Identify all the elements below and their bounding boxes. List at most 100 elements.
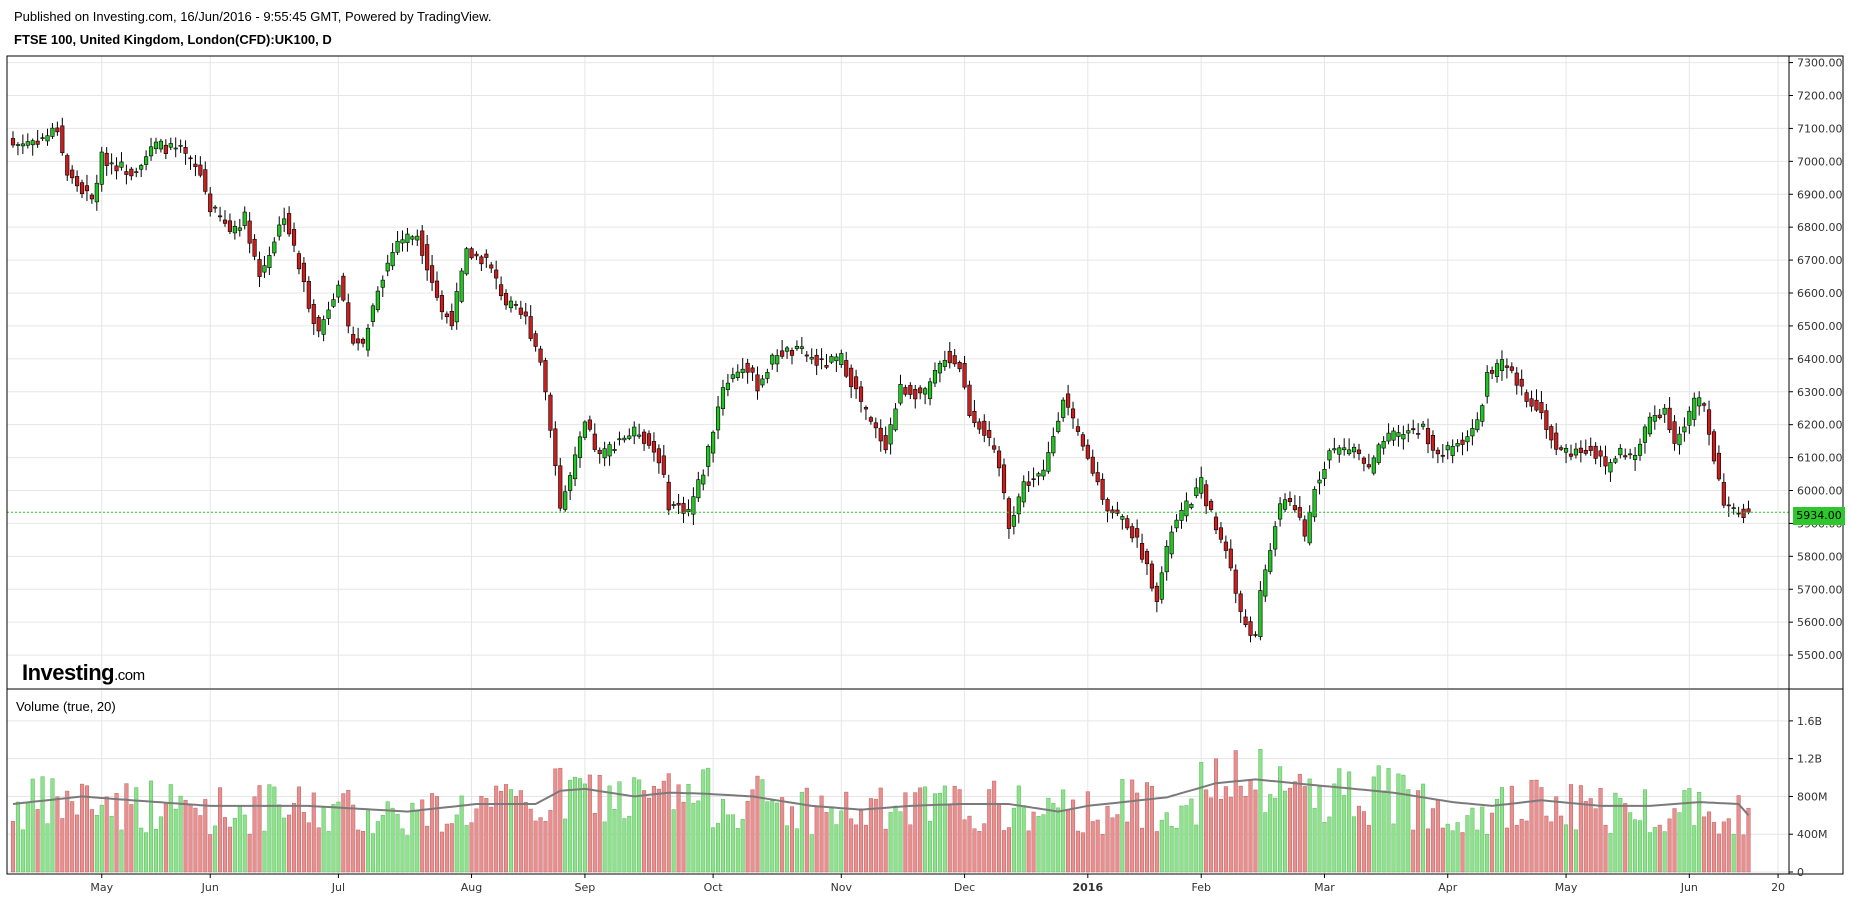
candle-body [1213, 516, 1219, 531]
candle-body [513, 304, 518, 306]
volume-bar [400, 828, 405, 873]
volume-bar [923, 786, 928, 873]
volume-bar [1095, 819, 1100, 873]
candle-body [1381, 441, 1386, 449]
candle-body [686, 509, 691, 513]
candle-body [725, 382, 730, 390]
candle-body [1110, 509, 1115, 514]
candle-body [1652, 415, 1657, 422]
candle-body [400, 239, 405, 244]
volume-bar [1435, 799, 1440, 873]
volume-bar [1564, 824, 1569, 873]
volume-bar [1529, 779, 1534, 873]
volume-bar [1381, 790, 1386, 873]
candle-body [1021, 481, 1026, 503]
volume-bar [30, 778, 35, 873]
candle-body [691, 496, 696, 515]
candle-body [735, 371, 740, 378]
volume-bar [1174, 827, 1179, 873]
volume-bar [40, 776, 45, 873]
volume-bar [799, 791, 804, 873]
logo-brand: Investing [22, 660, 115, 685]
time-tick-label: 2016 [1073, 881, 1104, 894]
time-tick-label: May [90, 881, 113, 894]
candle-body [1164, 545, 1169, 573]
candle-body [351, 334, 356, 344]
volume-bar [977, 831, 982, 873]
volume-bar [1001, 830, 1007, 873]
candle-body [572, 454, 578, 480]
candle-body [1514, 372, 1519, 386]
candle-body [711, 431, 716, 454]
volume-bar [755, 775, 760, 873]
candle-body [923, 388, 928, 395]
candle-body [656, 448, 661, 464]
volume-bar [60, 818, 65, 873]
volume-bar [1253, 789, 1258, 873]
candle-body [548, 394, 553, 431]
candle-body [277, 224, 282, 237]
candle-body [1026, 481, 1031, 486]
volume-bar [1697, 791, 1702, 873]
volume-bar [301, 812, 306, 873]
volume-bar [1090, 821, 1095, 873]
volume-bar [523, 801, 528, 873]
candle-body [1006, 498, 1012, 529]
candle-body [1559, 447, 1564, 450]
volume-bar [1430, 808, 1435, 873]
candle-body [1450, 446, 1455, 456]
candle-body [1228, 548, 1233, 569]
candle-body [1746, 508, 1751, 513]
volume-bar [410, 802, 415, 873]
volume-bar [612, 809, 617, 873]
volume-bar [1711, 822, 1716, 873]
volume-bar [1741, 834, 1746, 873]
volume-bar [232, 817, 237, 873]
volume-bar [1292, 781, 1297, 873]
candle-body [1130, 526, 1135, 539]
time-tick-label: Jul [331, 881, 345, 894]
candle-body [947, 350, 952, 364]
time-tick-label: Dec [954, 881, 975, 894]
volume-bar [134, 787, 139, 873]
candle-body [380, 279, 385, 288]
volume-bar [1534, 779, 1539, 873]
volume-bar [252, 796, 257, 873]
candle-body [1041, 469, 1046, 477]
volume-bar [785, 825, 790, 873]
candle-body [834, 356, 839, 362]
volume-bar [430, 793, 435, 873]
volume-bar [839, 810, 844, 873]
candle-body [479, 256, 484, 265]
candle-body [1633, 455, 1638, 460]
volume-bar [770, 800, 775, 873]
candle-body [75, 176, 80, 187]
volume-bar [1652, 827, 1657, 873]
volume-bar [1692, 825, 1697, 873]
candle-body [1342, 447, 1347, 451]
candle-body [671, 504, 676, 507]
volume-bar [883, 828, 888, 873]
volume-bar [622, 818, 627, 873]
candle-body [218, 215, 223, 218]
candle-body [577, 436, 583, 458]
volume-bar [730, 814, 735, 873]
candle-body [597, 449, 602, 454]
candle-body [977, 421, 982, 430]
volume-bar [1637, 820, 1643, 873]
candle-body [1677, 433, 1682, 446]
volume-bar [913, 792, 918, 873]
candle-body [153, 141, 159, 150]
candle-body [696, 479, 701, 499]
volume-bar [809, 834, 814, 873]
volume-bar [365, 810, 371, 873]
axis-labels: 7300.00 7200.00 7100.00 7000.00 6900.00 6800.… [90, 57, 1842, 894]
candle-body [637, 434, 642, 437]
volume-bar [1559, 815, 1564, 873]
candle-body [1371, 457, 1376, 474]
volume-bar [1061, 789, 1066, 873]
volume-bar [272, 786, 277, 873]
candle-body [854, 376, 859, 390]
volume-bar [356, 829, 361, 873]
